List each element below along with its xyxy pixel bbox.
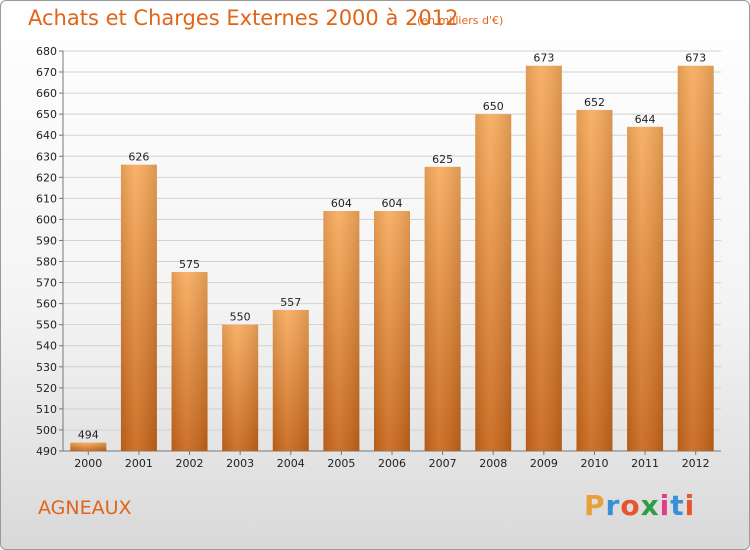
y-tick-label: 630 [36,150,57,163]
bar-value-label: 673 [685,52,706,65]
bar-value-label: 604 [382,197,403,210]
x-tick-label: 2009 [530,457,558,470]
bar-value-label: 604 [331,197,352,210]
y-tick-label: 560 [36,298,57,311]
x-tick-label: 2012 [682,457,710,470]
bar-shade-2001 [120,164,157,451]
y-tick-label: 520 [36,382,57,395]
logo-letter: r [605,489,621,522]
x-tick-label: 2005 [327,457,355,470]
bar-shade-2006 [374,211,410,451]
y-tick-label: 530 [36,361,57,374]
bar-shade-2009 [525,65,562,451]
x-tick-label: 2004 [277,457,305,470]
bar-value-label: 557 [280,296,301,309]
bar-value-label: 650 [483,100,504,113]
bar-shade-2007 [424,166,461,451]
bar-value-label: 644 [635,113,656,126]
y-tick-label: 540 [36,340,57,353]
y-tick-label: 590 [36,234,57,247]
y-tick-label: 680 [36,45,57,58]
y-tick-label: 510 [36,403,57,416]
x-tick-label: 2007 [429,457,457,470]
y-tick-label: 650 [36,108,57,121]
bar-value-label: 673 [533,52,554,65]
y-tick-label: 500 [36,424,57,437]
y-tick-label: 670 [36,66,57,79]
bar-shade-2003 [222,324,259,451]
x-tick-label: 2006 [378,457,406,470]
bar-shade-2005 [323,211,360,451]
y-tick-label: 610 [36,192,57,205]
y-tick-label: 570 [36,277,57,290]
y-tick-label: 580 [36,256,57,269]
bar-value-label: 652 [584,96,605,109]
commune-name: AGNEAUX [38,497,132,519]
y-tick-label: 550 [36,319,57,332]
logo-letter: i [659,489,671,522]
logo-letter: P [584,489,606,522]
x-tick-label: 2008 [479,457,507,470]
y-tick-label: 660 [36,87,57,100]
bar-shade-2008 [475,114,512,451]
bar-shade-2004 [272,309,309,451]
x-tick-label: 2002 [176,457,204,470]
bar-value-label: 550 [230,311,251,324]
bar-shade-2012 [677,65,714,451]
bar-value-label: 626 [128,151,149,164]
x-tick-label: 2011 [631,457,659,470]
y-tick-label: 620 [36,171,57,184]
logo-letter: x [640,489,660,522]
y-tick-label: 490 [36,445,57,458]
logo-letter: o [620,489,641,522]
chart-unit: (en milliers d'€) [417,14,504,27]
y-tick-label: 640 [36,129,57,142]
bar-shade-2002 [171,272,208,451]
bar-shade-2000 [70,442,107,451]
bar-shade-2010 [576,109,613,452]
chart-title: Achats et Charges Externes 2000 à 2012 [28,6,459,30]
bar-shade-2011 [627,126,664,451]
logo-letter: i [684,489,696,522]
y-tick-label: 600 [36,213,57,226]
proxiti-logo: Proxiti [584,489,695,522]
bar-value-label: 494 [78,429,99,442]
x-tick-label: 2000 [74,457,102,470]
bar-value-label: 625 [432,153,453,166]
bar-value-label: 575 [179,258,200,271]
x-tick-label: 2003 [226,457,254,470]
x-tick-label: 2001 [125,457,153,470]
x-tick-label: 2010 [580,457,608,470]
logo-letter: t [670,489,685,522]
